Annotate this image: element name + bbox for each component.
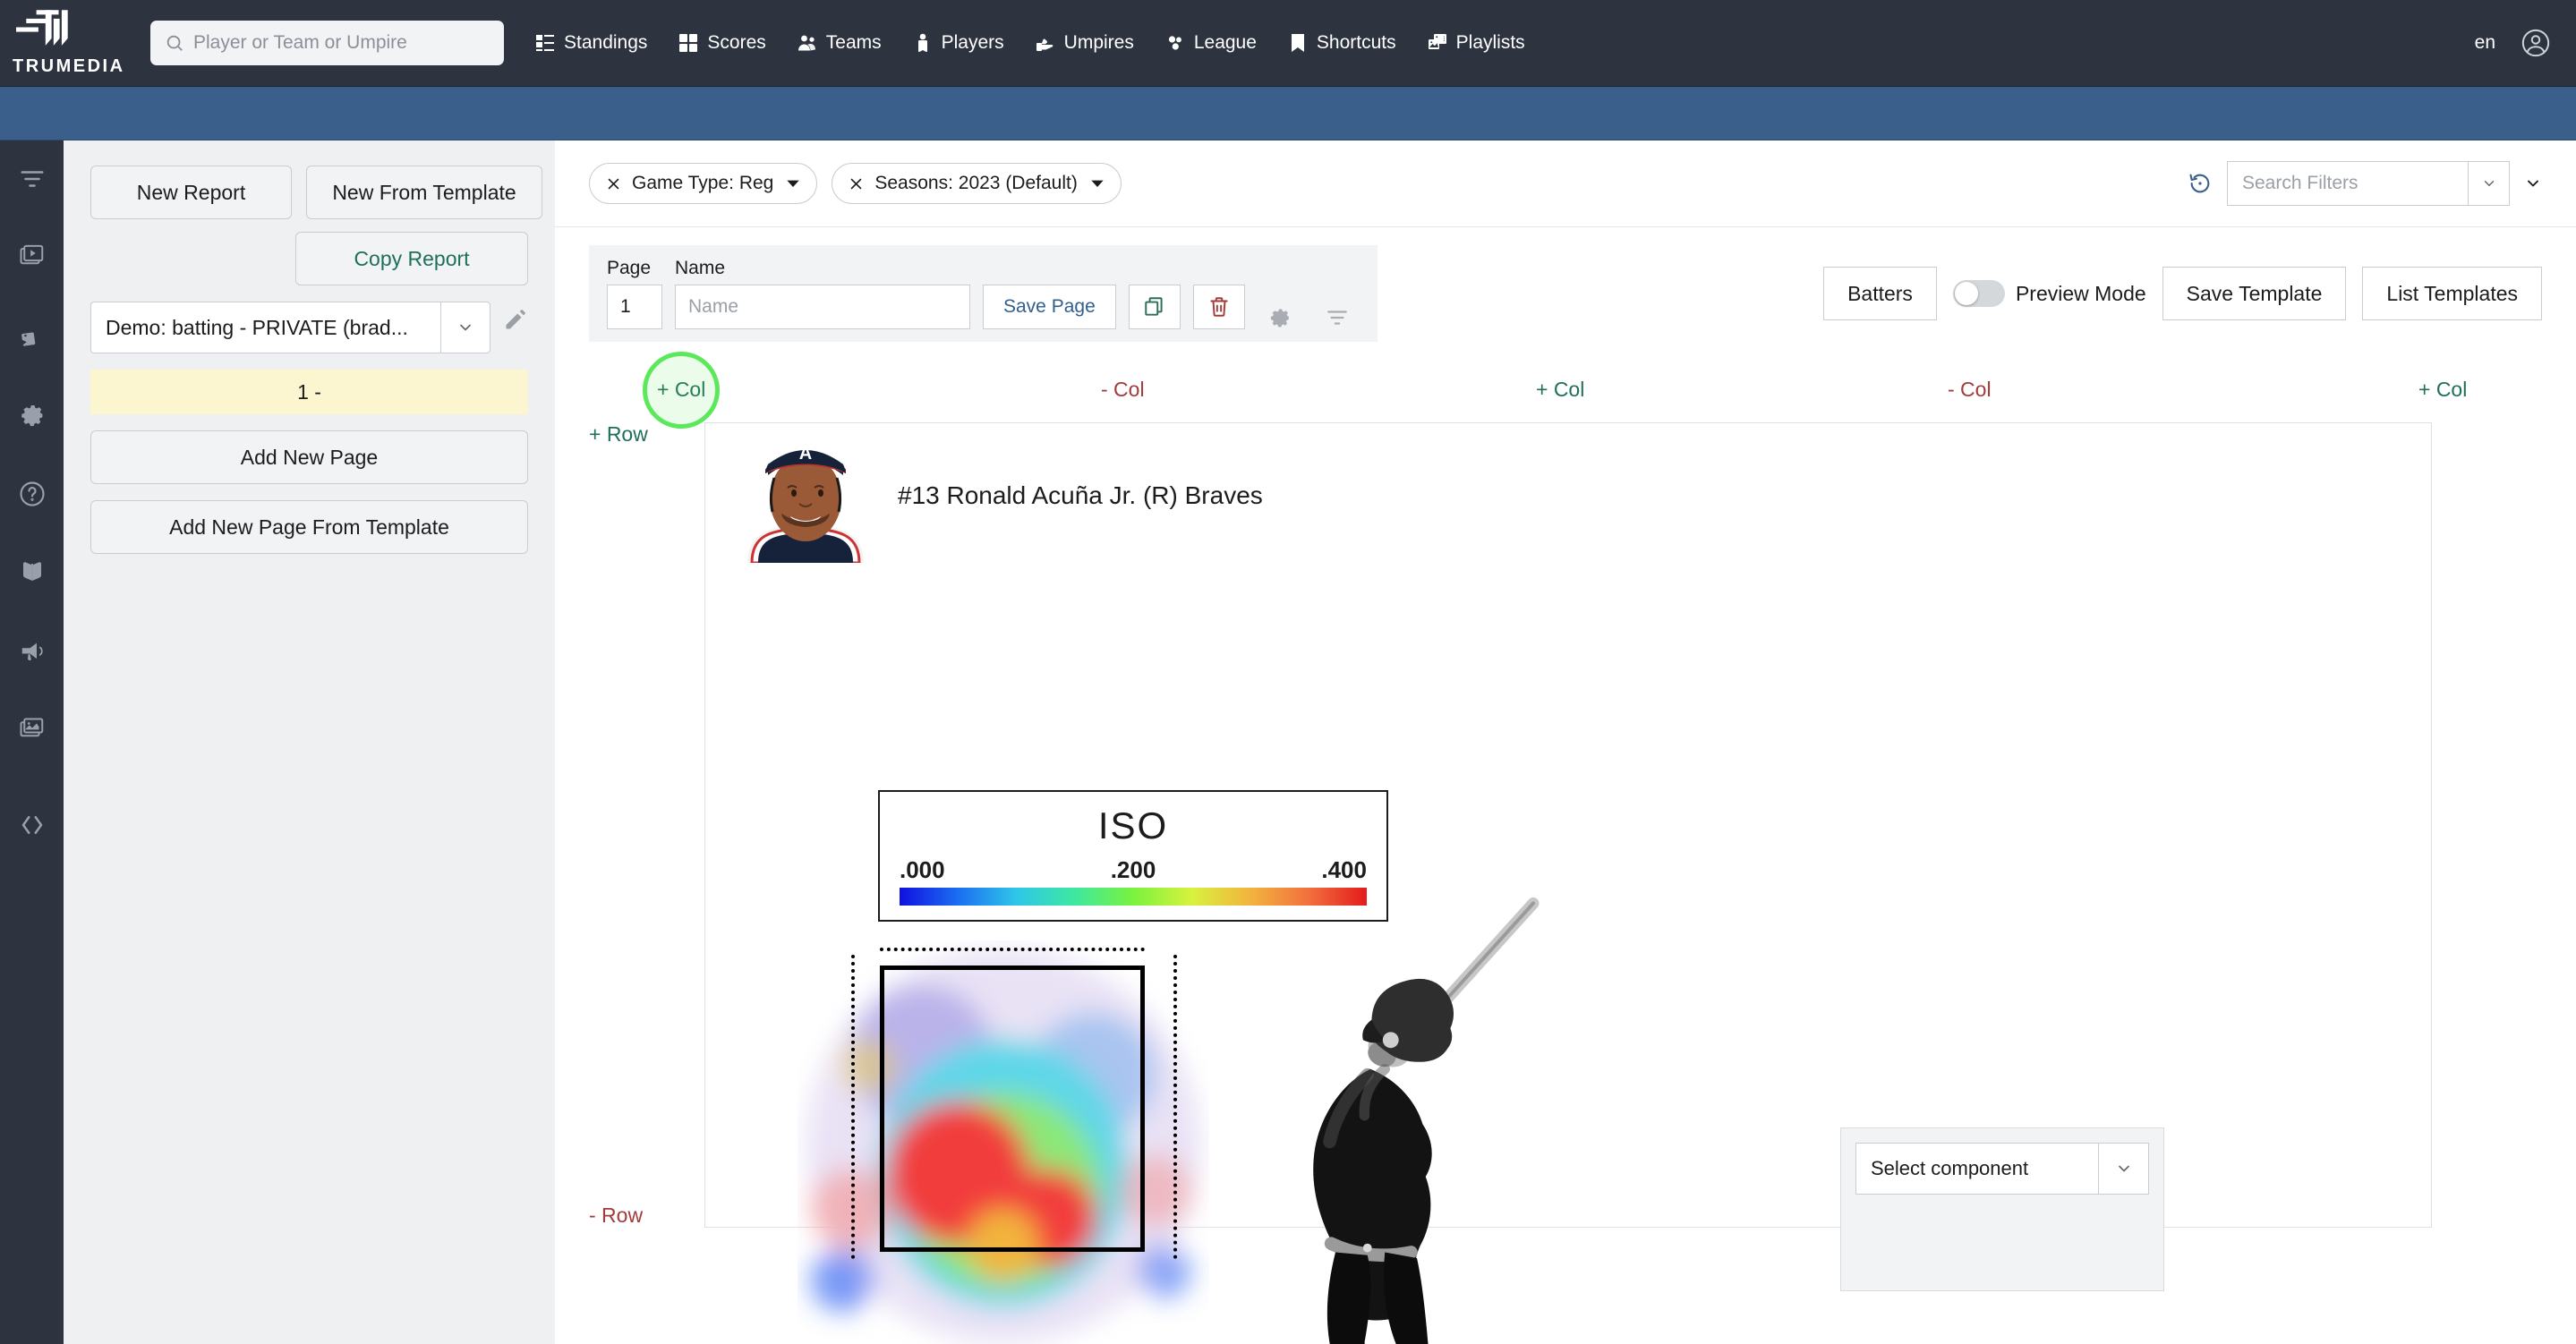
svg-text:A: A (799, 444, 812, 464)
